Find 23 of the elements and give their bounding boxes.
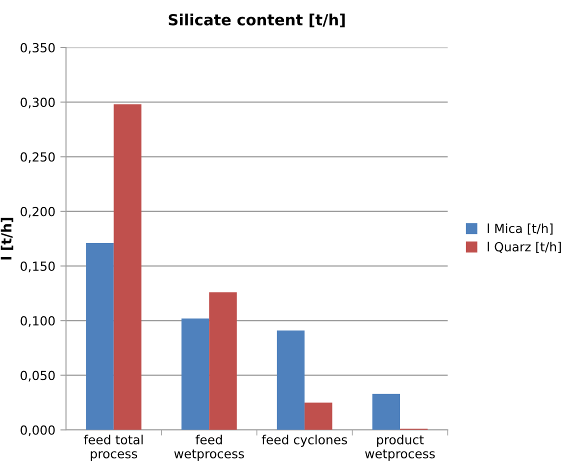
bar [372, 394, 400, 430]
y-axis-title: l [t/h] [0, 218, 14, 260]
y-tick-label: 0,350 [20, 42, 55, 54]
y-tick-label: 0,250 [20, 152, 55, 163]
legend-label: l Quarz [t/h] [488, 242, 561, 253]
bar [276, 330, 305, 430]
x-tick-label: feed total process [84, 434, 143, 461]
y-tick-label: 0,150 [20, 261, 55, 272]
bar [304, 402, 332, 430]
bar [114, 104, 142, 430]
bar [86, 243, 114, 430]
bar [209, 292, 237, 430]
x-tick-label: product wetprocess [365, 434, 435, 461]
y-tick-label: 0,300 [20, 98, 55, 108]
legend-label: l Mica [t/h] [488, 223, 553, 235]
y-tick-label: 0,050 [20, 370, 55, 382]
y-tick-label: 0,200 [20, 206, 55, 218]
y-tick-label: 0,000 [20, 425, 55, 436]
x-tick-label: feed wetprocess [174, 434, 244, 461]
bar [181, 318, 210, 430]
x-tick-label: feed cyclones [262, 434, 348, 447]
chart-title: Silicate content [t/h] [168, 14, 345, 28]
y-tick-label: 0,100 [20, 316, 55, 327]
